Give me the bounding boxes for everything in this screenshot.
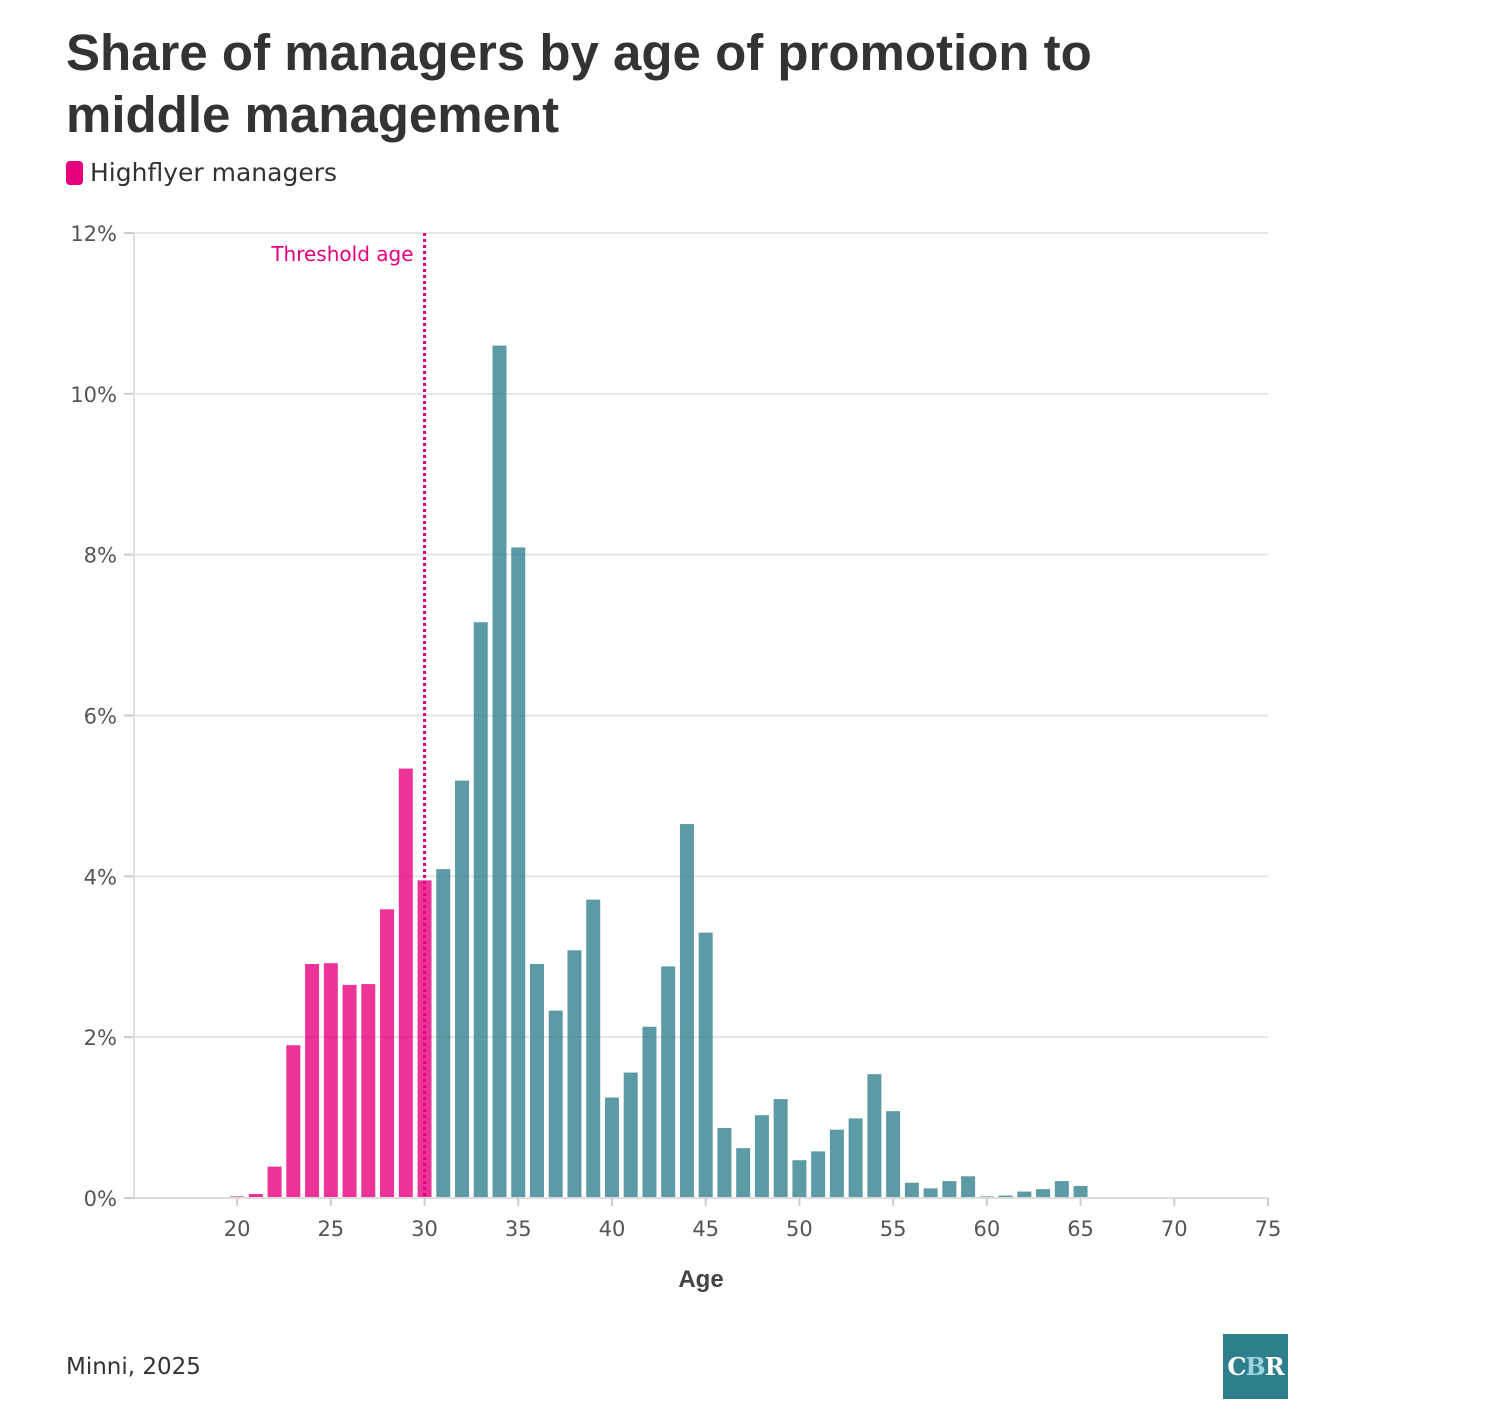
bar-age-23 xyxy=(286,1045,301,1198)
bar-age-64 xyxy=(1054,1181,1069,1198)
bar-age-49 xyxy=(773,1099,788,1198)
y-tick-label-10: 10% xyxy=(70,383,117,407)
bar-age-61 xyxy=(998,1195,1013,1198)
x-tick-label-55: 55 xyxy=(880,1217,907,1241)
logo-letter-c: C xyxy=(1227,1352,1246,1381)
x-tick-label-60: 60 xyxy=(973,1217,1000,1241)
y-tick-label-6: 6% xyxy=(84,705,117,729)
legend-label-highflyer: Highflyer managers xyxy=(90,158,337,187)
bar-age-54 xyxy=(867,1074,882,1198)
bar-age-29 xyxy=(398,768,413,1198)
source-note: Minni, 2025 xyxy=(66,1354,201,1380)
bar-age-32 xyxy=(455,780,470,1198)
bar-age-24 xyxy=(305,963,320,1198)
bar-age-42 xyxy=(642,1026,657,1198)
bar-age-43 xyxy=(661,966,676,1198)
bar-age-36 xyxy=(529,963,544,1198)
bar-age-22 xyxy=(267,1166,282,1198)
legend: Highflyer managers xyxy=(66,158,337,187)
bar-age-26 xyxy=(342,984,357,1198)
bar-age-38 xyxy=(567,950,582,1198)
bar-age-52 xyxy=(829,1129,844,1198)
threshold-label: Threshold age xyxy=(270,242,413,266)
y-tick-label-8: 8% xyxy=(84,544,117,568)
x-tick-label-65: 65 xyxy=(1067,1217,1094,1241)
bar-age-53 xyxy=(848,1118,863,1198)
chart-title: Share of managers by age of promotion to… xyxy=(66,24,1092,143)
x-tick-label-20: 20 xyxy=(224,1217,251,1241)
bar-age-63 xyxy=(1036,1189,1051,1198)
bar-age-57 xyxy=(923,1188,938,1198)
bar-age-21 xyxy=(248,1193,263,1198)
y-tick-label-4: 4% xyxy=(84,865,117,889)
bar-age-39 xyxy=(586,899,601,1198)
bar-age-25 xyxy=(323,963,338,1198)
bar-age-40 xyxy=(604,1097,619,1198)
x-tick-label-70: 70 xyxy=(1161,1217,1188,1241)
y-tick-label-2: 2% xyxy=(84,1026,117,1050)
x-tick-label-50: 50 xyxy=(786,1217,813,1241)
bar-age-46 xyxy=(717,1128,732,1198)
bar-age-50 xyxy=(792,1160,807,1198)
x-tick-label-40: 40 xyxy=(599,1217,626,1241)
bar-age-65 xyxy=(1073,1185,1088,1198)
bar-age-35 xyxy=(511,547,526,1198)
bar-age-45 xyxy=(698,932,713,1198)
bar-age-41 xyxy=(623,1072,638,1198)
bar-age-44 xyxy=(679,824,694,1198)
logo-letter-r: R xyxy=(1264,1352,1285,1381)
bar-age-27 xyxy=(361,984,376,1198)
x-tick-label-25: 25 xyxy=(317,1217,344,1241)
bar-age-59 xyxy=(961,1176,976,1198)
x-tick-label-75: 75 xyxy=(1255,1217,1282,1241)
bar-age-62 xyxy=(1017,1191,1032,1198)
legend-swatch-highflyer xyxy=(66,160,83,185)
bar-age-33 xyxy=(473,622,488,1198)
y-tick-label-12: 12% xyxy=(70,222,117,246)
bar-age-55 xyxy=(886,1111,901,1198)
bar-age-28 xyxy=(380,909,395,1198)
logo-letter-b: B xyxy=(1245,1352,1265,1381)
bar-age-58 xyxy=(942,1181,957,1198)
bar-age-34 xyxy=(492,345,507,1198)
x-tick-label-30: 30 xyxy=(411,1217,438,1241)
x-tick-label-45: 45 xyxy=(692,1217,719,1241)
bar-chart: 0% 2% 4% 6% 8% 10% 12% 20 25 30 35 40 45 50 55 60 65 70 75… xyxy=(70,222,1282,1293)
x-tick-label-35: 35 xyxy=(505,1217,532,1241)
bar-age-37 xyxy=(548,1010,563,1198)
x-axis-title: Age xyxy=(678,1266,723,1293)
bar-age-31 xyxy=(436,869,451,1198)
y-tick-label-0: 0% xyxy=(84,1187,117,1211)
bar-age-48 xyxy=(754,1115,769,1198)
bar-age-47 xyxy=(736,1148,751,1198)
bar-age-56 xyxy=(904,1182,919,1198)
bar-age-51 xyxy=(811,1151,826,1198)
